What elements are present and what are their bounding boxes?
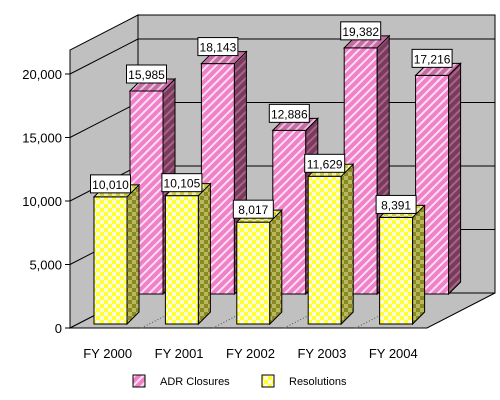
x-tick-label: FY 2000 [83,346,132,361]
value-label-text: 11,629 [307,157,343,171]
bar-side-face [197,182,211,326]
value-label-box [304,153,346,173]
value-label-box [411,48,453,68]
legend-swatch [132,374,146,388]
resolutions-bar [306,163,355,326]
value-label: 8,391 [375,194,417,214]
adr-closures-bar [342,34,391,296]
value-label-text: 12,886 [271,107,308,121]
value-label: 19,382 [340,21,382,41]
value-labels: 15,985 18,143 12,886 19,382 17,216 10,010 10,1… [90,21,453,219]
value-label: 17,216 [411,48,453,68]
resolutions-bar [92,183,141,326]
bars-group [92,34,462,326]
y-tick-label: 5,000 [29,258,62,273]
legend-label: Resolutions [289,376,347,388]
x-tick-label: FY 2002 [226,346,275,361]
gridline-side [69,38,139,75]
bar-side-face [340,163,354,326]
value-label-text: 8,017 [238,203,268,217]
value-label: 12,886 [268,103,310,123]
value-label-text: 10,105 [164,177,201,191]
y-tick-label: 20,000 [22,67,62,82]
value-label: 10,010 [90,174,131,194]
resolutions-bar [235,208,284,326]
x-axis: FY 2000 FY 2001 FY 2002 FY 2003 FY 2004 [83,346,418,361]
value-label-box [375,194,417,214]
value-label-box [90,174,131,194]
y-axis: 0 5,000 10,000 15,000 20,000 [22,67,70,336]
value-label: 8,017 [232,199,274,219]
value-label-box [268,103,310,123]
bar-front-face [236,221,271,325]
x-tick-label: FY 2004 [369,346,418,361]
y-tick-label: 15,000 [22,131,62,146]
value-label: 10,105 [161,173,203,193]
value-label-box [126,64,167,84]
value-label-text: 10,010 [92,178,129,192]
value-label-text: 15,985 [128,68,165,82]
bar-front-face [307,175,342,325]
x-tick-label: FY 2001 [155,346,204,361]
resolutions-bar [164,182,212,326]
value-label-box [340,21,382,41]
legend-label: ADR Closures [160,376,230,388]
value-label: 11,629 [304,153,346,173]
value-label: 15,985 [126,64,167,84]
bar-front-face [379,216,414,325]
resolutions-bar [378,204,426,326]
bar-side-face [448,62,462,296]
value-label-text: 19,382 [342,25,379,39]
bar-side-face [269,208,283,326]
value-label-box [232,199,274,219]
x-tick-label: FY 2003 [297,346,346,361]
legend-item: Resolutions [261,374,347,388]
value-label-text: 17,216 [414,52,451,66]
legend-item: ADR Closures [132,374,230,388]
legend-swatch [261,374,275,388]
value-label-text: 8,391 [381,198,411,212]
value-label-text: 18,143 [200,41,237,55]
y-tick-label: 10,000 [22,194,62,209]
gridline-side [69,102,139,138]
bar-side-face [412,204,426,326]
bar-front-face [93,196,128,325]
value-label-box [197,37,239,57]
value-label: 18,143 [197,37,239,57]
legend: ADR Closures Resolutions [132,374,347,388]
value-label-box [161,173,203,193]
bar-front-face [164,195,199,325]
bar-side-face [126,183,140,326]
y-tick-label: 0 [55,321,62,336]
